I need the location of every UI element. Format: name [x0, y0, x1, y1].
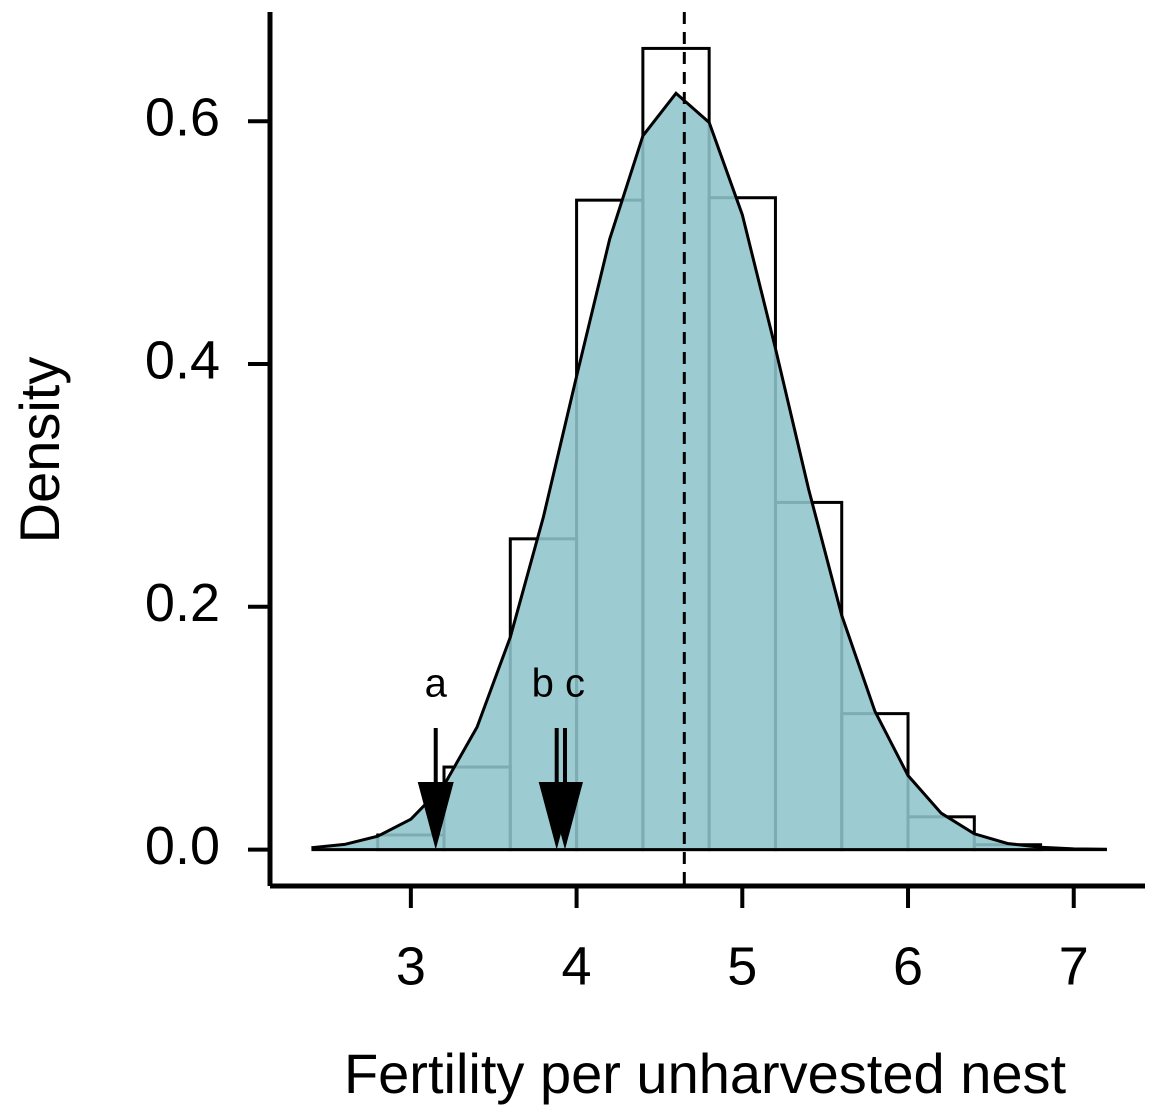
annotation-arrow-head: [417, 782, 454, 850]
annotation-label: c: [565, 662, 585, 706]
y-tick-label: 0.6: [145, 88, 220, 148]
y-tick-label: 0.0: [145, 816, 220, 876]
y-axis-title: Density: [8, 357, 71, 544]
x-tick-label: 6: [893, 936, 923, 996]
y-tick-label: 0.4: [145, 330, 220, 390]
x-axis-title: Fertility per unharvested nest: [344, 1042, 1067, 1105]
annotation-label: a: [425, 662, 448, 706]
x-tick-label: 7: [1059, 936, 1089, 996]
x-tick-label: 3: [396, 936, 426, 996]
annotation-arrow-head: [546, 782, 583, 850]
y-tick-label: 0.2: [145, 573, 220, 633]
density-area: [311, 93, 1107, 850]
x-tick-label: 5: [727, 936, 757, 996]
x-tick-label: 4: [562, 936, 592, 996]
annotation-label: b: [532, 662, 554, 706]
